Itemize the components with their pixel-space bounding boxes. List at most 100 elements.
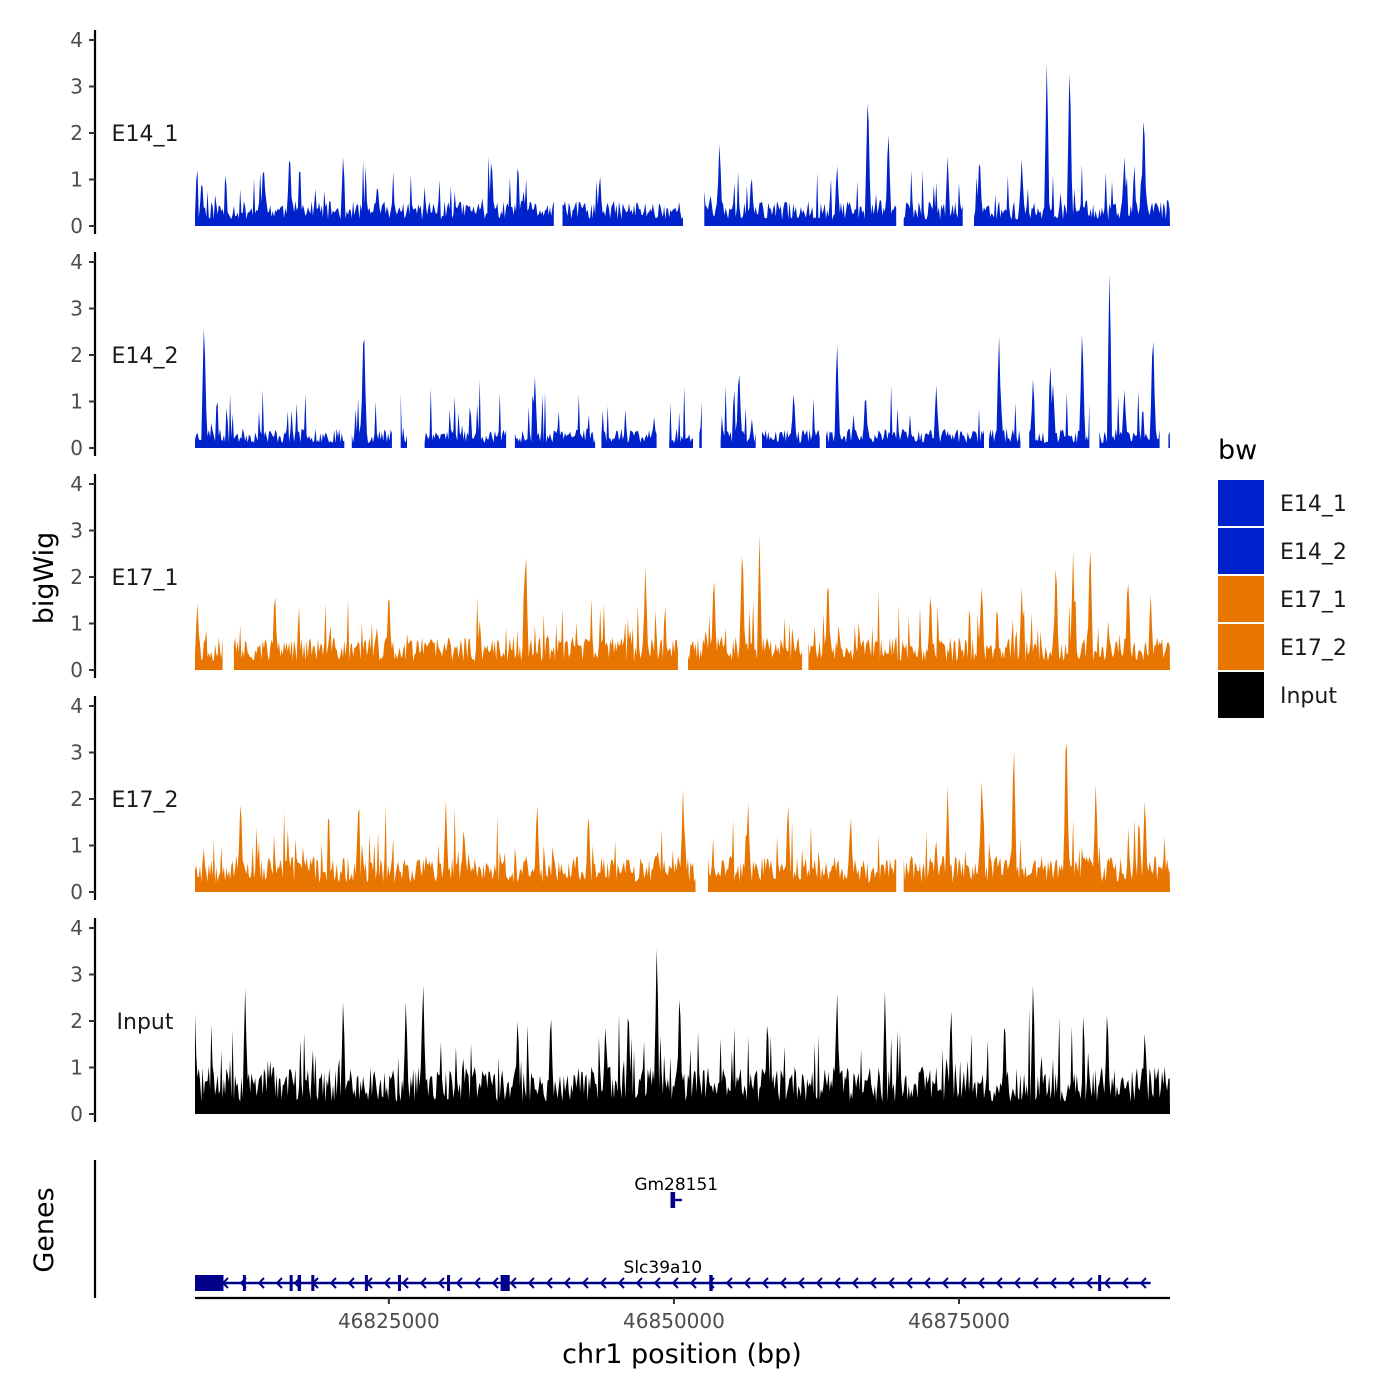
legend-label-E14_2: E14_2 (1280, 540, 1347, 565)
strand-arrow (257, 1277, 265, 1289)
y-axis-title: bigWig (29, 532, 60, 625)
y-tick-label: 4 (70, 250, 83, 274)
signal-area-E14_2 (195, 273, 1170, 448)
strand-arrow (1103, 1277, 1111, 1289)
strand-arrow (347, 1277, 355, 1289)
strand-arrow (545, 1277, 553, 1289)
strand-arrow (743, 1277, 751, 1289)
strand-arrow (581, 1277, 589, 1289)
track-E17_2: 0 1 2 3 4 E17_2 (70, 694, 1170, 904)
signal-area-E17_2 (195, 743, 1170, 892)
y-tick-label: 0 (70, 880, 83, 904)
strand-arrow (635, 1277, 643, 1289)
y-tick-label: 4 (70, 472, 83, 496)
legend-label-E17_2: E17_2 (1280, 636, 1347, 661)
strand-arrow (1139, 1277, 1147, 1289)
y-tick-label: 3 (70, 741, 83, 765)
strand-arrow (455, 1277, 463, 1289)
strand-arrow (617, 1277, 625, 1289)
strand-arrow (959, 1277, 967, 1289)
exon (311, 1275, 315, 1291)
y-tick-label: 0 (70, 1102, 83, 1126)
gene-panel: Gm28151 Slc39a10 (93, 1160, 1151, 1298)
track-label-E14_2: E14_2 (112, 344, 179, 369)
exon (447, 1275, 451, 1291)
y-tick-label: 1 (70, 390, 83, 414)
y-tick-label: 3 (70, 297, 83, 321)
strand-arrow (653, 1277, 661, 1289)
legend-title: bw (1218, 435, 1257, 466)
y-tick-label: 2 (70, 787, 83, 811)
exon (1098, 1275, 1102, 1291)
y-tick-label: 2 (70, 1009, 83, 1033)
x-axis-title: chr1 position (bp) (562, 1339, 802, 1370)
strand-arrow (1067, 1277, 1075, 1289)
strand-arrow (671, 1277, 679, 1289)
signal-area-E14_1 (195, 62, 1170, 226)
exon (364, 1275, 368, 1291)
exon (289, 1275, 293, 1291)
track-label-E14_1: E14_1 (112, 122, 179, 147)
legend-label-E14_1: E14_1 (1280, 492, 1347, 517)
track-label-E17_1: E17_1 (112, 566, 179, 591)
legend-swatch-E14_1 (1218, 480, 1264, 526)
y-tick-label: 2 (70, 565, 83, 589)
strand-arrow (1121, 1277, 1129, 1289)
x-tick-label: 46825000 (338, 1309, 440, 1333)
x-tick-label: 46875000 (908, 1309, 1010, 1333)
strand-arrow (725, 1277, 733, 1289)
y-tick-label: 0 (70, 658, 83, 682)
strand-arrow (509, 1277, 517, 1289)
exon (500, 1275, 510, 1291)
track-label-E17_2: E17_2 (112, 788, 179, 813)
strand-arrow (329, 1277, 337, 1289)
exon (297, 1275, 302, 1291)
legend-label-E17_1: E17_1 (1280, 588, 1347, 613)
strand-arrow (437, 1277, 445, 1289)
strand-arrow (851, 1277, 859, 1289)
exon (670, 1192, 676, 1208)
legend-swatch-E17_2 (1218, 624, 1264, 670)
legend-swatch-E14_2 (1218, 528, 1264, 574)
y-tick-label: 1 (70, 1056, 83, 1080)
genes-axis-title: Genes (29, 1187, 60, 1272)
y-tick-label: 3 (70, 75, 83, 99)
track-E14_2: 0 1 2 3 4 E14_2 (70, 250, 1170, 460)
y-tick-label: 3 (70, 963, 83, 987)
strand-arrow (995, 1277, 1003, 1289)
y-tick-label: 0 (70, 436, 83, 460)
strand-arrow (905, 1277, 913, 1289)
gene-Slc39a10: Slc39a10 (195, 1258, 1151, 1291)
signal-area-Input (195, 948, 1170, 1114)
strand-arrow (833, 1277, 841, 1289)
track-Input: 0 1 2 3 4 Input (70, 916, 1170, 1126)
legend-swatch-E17_1 (1218, 576, 1264, 622)
strand-arrow (401, 1277, 409, 1289)
strand-arrow (1085, 1277, 1093, 1289)
y-tick-label: 0 (70, 214, 83, 238)
y-tick-label: 1 (70, 168, 83, 192)
y-tick-label: 2 (70, 343, 83, 367)
strand-arrow (887, 1277, 895, 1289)
exon (195, 1275, 224, 1291)
strand-arrow (563, 1277, 571, 1289)
strand-arrow (941, 1277, 949, 1289)
strand-arrow (491, 1277, 499, 1289)
strand-arrow (419, 1277, 427, 1289)
strand-arrow (383, 1277, 391, 1289)
signal-area-E17_1 (195, 535, 1170, 670)
strand-arrow (599, 1277, 607, 1289)
strand-arrow (527, 1277, 535, 1289)
y-tick-label: 4 (70, 694, 83, 718)
y-tick-label: 3 (70, 519, 83, 543)
exon (242, 1275, 246, 1291)
strand-arrow (761, 1277, 769, 1289)
gene-label: Slc39a10 (624, 1258, 703, 1278)
exon (397, 1275, 401, 1291)
track-E14_1: 0 1 2 3 4 E14_1 (70, 28, 1170, 238)
signal-tracks: 0 1 2 3 4 E14_1 0 1 2 3 4 E14_2 0 1 2 3 4 E17_1 0 1 2 3 4 E17_2… (70, 28, 1170, 1126)
y-tick-label: 4 (70, 28, 83, 52)
gene-label: Gm28151 (634, 1175, 718, 1195)
